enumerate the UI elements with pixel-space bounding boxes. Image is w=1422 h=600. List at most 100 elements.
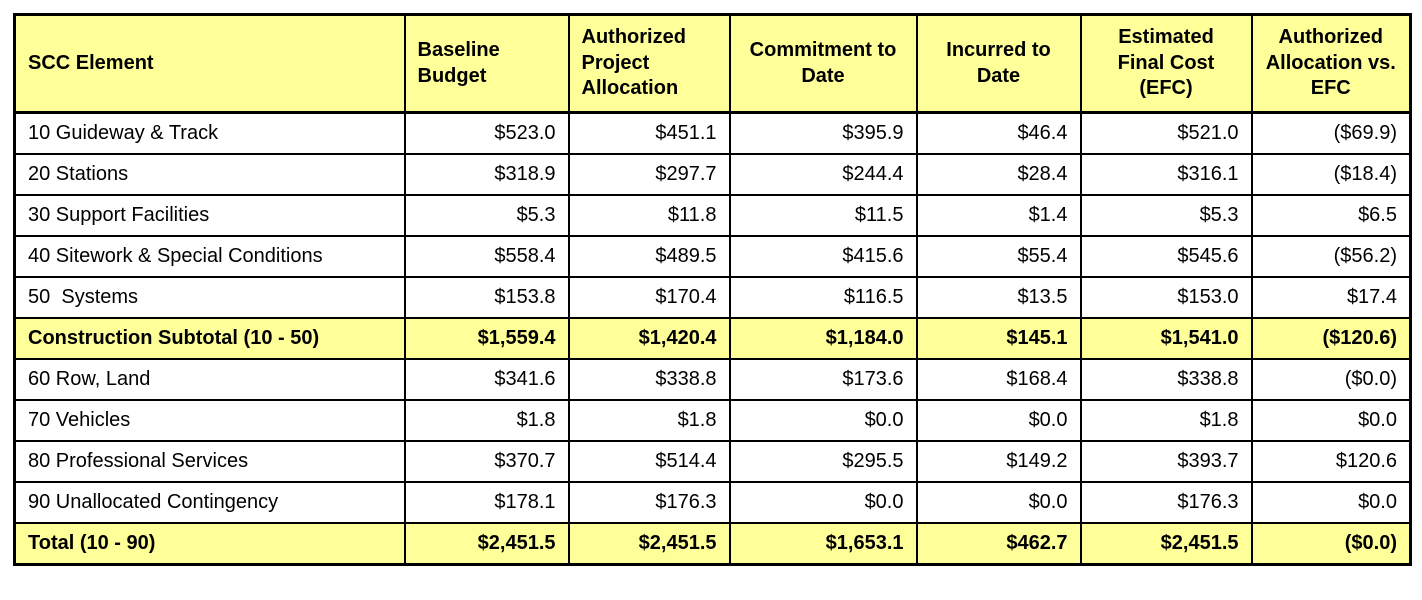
row-label-30-support-facilities: 30 Support Facilities	[13, 194, 406, 237]
row-label-construction-subtotal-10-50: Construction Subtotal (10 - 50)	[13, 317, 406, 360]
value-cell: $1.8	[403, 399, 570, 442]
header-row: SCC Element Baseline Budget Authorized Pro…	[13, 13, 1412, 114]
value-cell: $318.9	[403, 153, 570, 196]
value-cell: $1,420.4	[567, 317, 731, 360]
value-cell: $55.4	[915, 235, 1082, 278]
table-row: 30 Support Facilities $5.3 $11.8 $11.5 $1.4 $…	[13, 194, 1412, 237]
value-cell: $2,451.5	[403, 522, 570, 566]
column-header-estimated-final-cost-efc: Estimated Final Cost (EFC)	[1079, 13, 1253, 114]
column-header-incurred-to-date: Incurred to Date	[915, 13, 1082, 114]
value-cell: ($0.0)	[1250, 522, 1412, 566]
value-cell: $415.6	[728, 235, 918, 278]
value-cell: $1,541.0	[1079, 317, 1253, 360]
value-cell: $489.5	[567, 235, 731, 278]
value-cell: $1.8	[567, 399, 731, 442]
value-cell: $153.0	[1079, 276, 1253, 319]
column-header-baseline-budget: Baseline Budget	[403, 13, 570, 114]
value-cell: $13.5	[915, 276, 1082, 319]
value-cell: $514.4	[567, 440, 731, 483]
value-cell: ($0.0)	[1250, 358, 1412, 401]
row-label-20-stations: 20 Stations	[13, 153, 406, 196]
value-cell: $521.0	[1079, 111, 1253, 155]
value-cell: $393.7	[1079, 440, 1253, 483]
table-header: SCC Element Baseline Budget Authorized Pro…	[13, 13, 1412, 114]
row-label-80-professional-services: 80 Professional Services	[13, 440, 406, 483]
value-cell: $1,653.1	[728, 522, 918, 566]
value-cell: $170.4	[567, 276, 731, 319]
row-label-70-vehicles: 70 Vehicles	[13, 399, 406, 442]
value-cell: $462.7	[915, 522, 1082, 566]
column-header-commitment-to-date: Commitment to Date	[728, 13, 918, 114]
value-cell: $0.0	[728, 481, 918, 524]
column-header-scc-element: SCC Element	[13, 13, 406, 114]
value-cell: $153.8	[403, 276, 570, 319]
value-cell: $168.4	[915, 358, 1082, 401]
value-cell: $1.4	[915, 194, 1082, 237]
value-cell: $6.5	[1250, 194, 1412, 237]
value-cell: ($69.9)	[1250, 111, 1412, 155]
value-cell: $545.6	[1079, 235, 1253, 278]
value-cell: $1.8	[1079, 399, 1253, 442]
value-cell: $558.4	[403, 235, 570, 278]
value-cell: $0.0	[915, 399, 1082, 442]
value-cell: $46.4	[915, 111, 1082, 155]
value-cell: $341.6	[403, 358, 570, 401]
value-cell: $0.0	[728, 399, 918, 442]
row-label-10-guideway-track: 10 Guideway & Track	[13, 111, 406, 155]
value-cell: $176.3	[567, 481, 731, 524]
value-cell: $1,184.0	[728, 317, 918, 360]
table-row: 10 Guideway & Track $523.0 $451.1 $395.9 $46…	[13, 111, 1412, 155]
row-label-total-10-90: Total (10 - 90)	[13, 522, 406, 566]
value-cell: $176.3	[1079, 481, 1253, 524]
value-cell: $149.2	[915, 440, 1082, 483]
value-cell: $0.0	[915, 481, 1082, 524]
row-label-60-row-land: 60 Row, Land	[13, 358, 406, 401]
value-cell: $178.1	[403, 481, 570, 524]
row-label-40-sitework-special-conditions: 40 Sitework & Special Conditions	[13, 235, 406, 278]
value-cell: $295.5	[728, 440, 918, 483]
value-cell: $2,451.5	[1079, 522, 1253, 566]
row-label-90-unallocated-contingency: 90 Unallocated Contingency	[13, 481, 406, 524]
value-cell: $297.7	[567, 153, 731, 196]
value-cell: $395.9	[728, 111, 918, 155]
value-cell: $316.1	[1079, 153, 1253, 196]
table-row: 80 Professional Services $370.7 $514.4 $295…	[13, 440, 1412, 483]
column-header-authorized-allocation-vs-efc: Authorized Allocation vs. EFC	[1250, 13, 1412, 114]
summary-row: Construction Subtotal (10 - 50) $1,559.4 $…	[13, 317, 1412, 360]
value-cell: ($18.4)	[1250, 153, 1412, 196]
value-cell: $5.3	[403, 194, 570, 237]
table-body: 10 Guideway & Track $523.0 $451.1 $395.9 $46…	[13, 111, 1412, 566]
table-row: 20 Stations $318.9 $297.7 $244.4 $28.4 $316.1…	[13, 153, 1412, 196]
value-cell: ($120.6)	[1250, 317, 1412, 360]
value-cell: $145.1	[915, 317, 1082, 360]
table-row: 90 Unallocated Contingency $178.1 $176.3 $0…	[13, 481, 1412, 524]
value-cell: $244.4	[728, 153, 918, 196]
value-cell: $2,451.5	[567, 522, 731, 566]
value-cell: $120.6	[1250, 440, 1412, 483]
value-cell: $1,559.4	[403, 317, 570, 360]
value-cell: $5.3	[1079, 194, 1253, 237]
value-cell: $116.5	[728, 276, 918, 319]
value-cell: $11.5	[728, 194, 918, 237]
summary-row: Total (10 - 90) $2,451.5 $2,451.5 $1,653.1 $…	[13, 522, 1412, 566]
value-cell: $338.8	[1079, 358, 1253, 401]
table-row: 60 Row, Land $341.6 $338.8 $173.6 $168.4 $338…	[13, 358, 1412, 401]
value-cell: $523.0	[403, 111, 570, 155]
column-header-authorized-project-allocation: Authorized Project Allocation	[567, 13, 731, 114]
table-row: 40 Sitework & Special Conditions $558.4 $4…	[13, 235, 1412, 278]
value-cell: $370.7	[403, 440, 570, 483]
value-cell: $11.8	[567, 194, 731, 237]
value-cell: $0.0	[1250, 481, 1412, 524]
value-cell: $0.0	[1250, 399, 1412, 442]
value-cell: $451.1	[567, 111, 731, 155]
value-cell: $28.4	[915, 153, 1082, 196]
table-row: 70 Vehicles $1.8 $1.8 $0.0 $0.0 $1.8 $0.0	[13, 399, 1412, 442]
value-cell: ($56.2)	[1250, 235, 1412, 278]
row-label-50-systems: 50 Systems	[13, 276, 406, 319]
value-cell: $17.4	[1250, 276, 1412, 319]
table-row: 50 Systems $153.8 $170.4 $116.5 $13.5 $153.0 $…	[13, 276, 1412, 319]
scc-cost-summary-table: SCC Element Baseline Budget Authorized Pro…	[13, 13, 1412, 566]
value-cell: $173.6	[728, 358, 918, 401]
value-cell: $338.8	[567, 358, 731, 401]
